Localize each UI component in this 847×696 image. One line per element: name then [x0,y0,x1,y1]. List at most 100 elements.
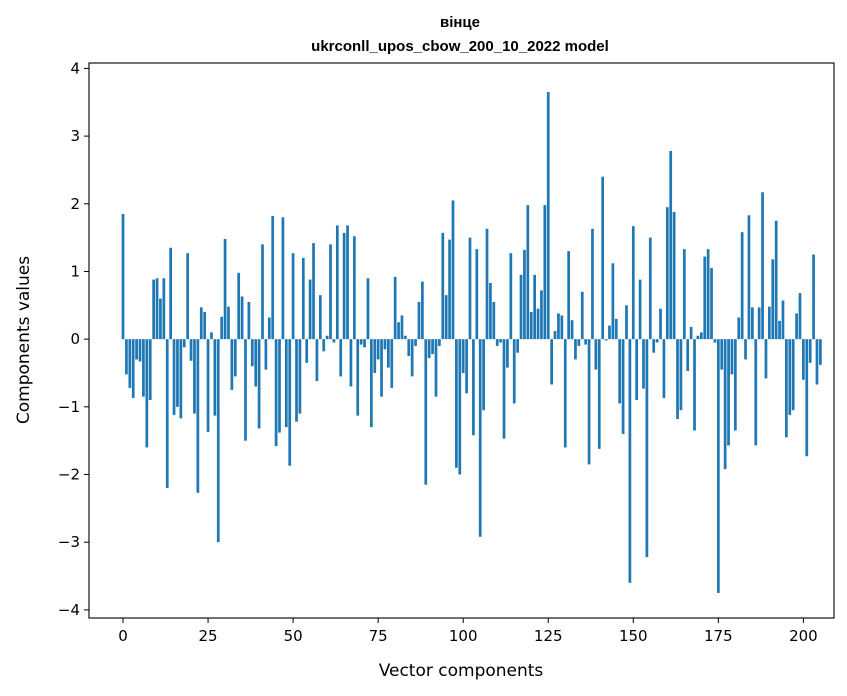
bar-component-198 [795,313,798,340]
bar-component-141 [601,176,605,340]
bar-component-113 [506,339,509,368]
bar-component-172 [706,249,710,340]
bar-component-78 [387,339,390,368]
bar-component-105 [478,339,482,537]
bar-component-52 [298,339,302,414]
bar-component-53 [301,257,305,340]
bars-group [121,92,822,593]
bar-component-75 [376,339,380,360]
bar-component-186 [754,339,758,446]
bar-component-103 [472,339,475,436]
x-tick-label: 100 [449,627,478,645]
bar-component-100 [461,339,465,373]
bar-component-162 [672,211,676,340]
bar-component-132 [570,320,574,340]
x-tick-label: 200 [789,627,818,645]
bar-component-137 [587,339,591,465]
bar-component-24 [203,312,207,340]
y-tick-label: 1 [70,262,80,280]
bar-component-196 [788,339,792,415]
y-tick-label: −2 [58,466,80,484]
bar-component-9 [152,279,155,340]
bar-component-174 [713,339,717,343]
bar-component-22 [196,339,200,493]
bar-component-160 [665,207,669,340]
bar-component-155 [648,237,652,340]
bar-component-73 [369,339,373,428]
bar-component-88 [421,281,424,340]
bar-component-204 [815,339,819,385]
bar-component-49 [288,339,292,466]
bar-component-0 [121,213,125,340]
y-axis-label: Components values [14,256,34,424]
x-axis-label: Vector components [379,661,544,681]
bar-component-89 [424,339,428,485]
bar-component-1 [125,339,128,375]
bar-component-124 [543,205,547,340]
bar-component-200 [802,339,805,380]
bar-component-74 [373,339,377,373]
bar-component-173 [710,268,713,340]
bar-component-84 [407,339,411,357]
bar-component-202 [808,339,812,363]
bar-component-41 [261,244,264,340]
bar-component-126 [550,339,554,385]
bar-component-32 [230,339,234,390]
bar-component-131 [567,251,571,340]
bar-component-201 [805,339,809,457]
bar-component-10 [155,278,159,340]
bar-component-128 [557,313,560,340]
bar-component-29 [220,316,224,340]
x-tick-label: 50 [284,627,303,645]
bar-component-117 [519,274,523,340]
bar-component-166 [686,339,690,371]
x-tick-label: 25 [199,627,218,645]
bar-component-14 [169,247,172,340]
bar-component-154 [645,339,649,558]
bar-component-190 [768,306,771,340]
bar-component-38 [250,339,254,367]
bar-component-139 [594,339,598,370]
bar-component-157 [655,339,659,343]
bar-component-185 [751,307,754,340]
bar-component-61 [329,244,332,340]
chart-title-model: ukrconll_upos_cbow_200_10_2022 model [311,38,609,55]
bar-component-178 [727,339,730,446]
bar-component-112 [502,339,506,439]
bar-component-92 [434,339,438,397]
bar-component-133 [574,339,577,360]
bar-component-16 [176,339,179,407]
bar-component-127 [553,331,557,340]
bar-component-96 [448,239,451,340]
bar-component-30 [223,238,227,340]
bar-component-120 [529,312,533,340]
bar-component-91 [431,339,434,355]
bar-component-176 [720,339,724,370]
bar-component-144 [611,263,615,340]
y-tick-label: 4 [70,59,80,77]
bar-component-31 [227,306,230,340]
bar-component-51 [295,339,298,422]
bar-component-145 [614,318,618,340]
bar-component-179 [730,339,734,375]
bar-component-143 [608,325,611,340]
bar-component-35 [240,296,244,340]
bar-component-47 [281,217,285,340]
bar-component-156 [652,339,656,353]
bar-component-13 [165,339,169,489]
y-tick-label: −1 [58,398,80,416]
bar-component-114 [509,253,513,340]
bar-component-121 [533,274,536,340]
x-tick-label: 0 [118,627,128,645]
bar-component-146 [618,339,622,404]
bar-component-99 [458,339,462,475]
bar-component-107 [485,228,489,340]
bar-component-15 [172,339,176,415]
bar-component-167 [689,326,693,340]
bar-component-34 [237,272,241,340]
bar-component-67 [349,339,353,387]
bar-component-197 [791,339,795,411]
bar-component-95 [444,295,448,340]
bar-component-98 [455,339,458,468]
